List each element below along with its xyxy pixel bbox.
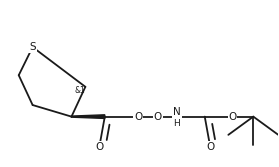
Polygon shape <box>71 115 105 118</box>
Text: S: S <box>29 42 36 52</box>
Text: O: O <box>134 112 142 122</box>
Text: O: O <box>206 142 215 152</box>
Text: O: O <box>95 142 104 152</box>
Text: N: N <box>173 108 181 117</box>
Text: &1: &1 <box>74 86 85 95</box>
Text: O: O <box>153 112 162 122</box>
Text: O: O <box>229 112 237 122</box>
Text: H: H <box>174 119 180 128</box>
